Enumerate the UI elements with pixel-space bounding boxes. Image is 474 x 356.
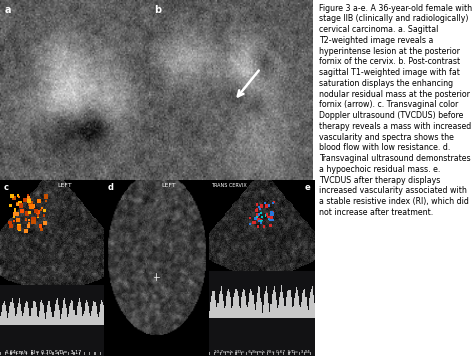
Text: 10.7cm/s  ED=   6.8cm/s  RI= 0.67  S/D=  3.04: 10.7cm/s ED= 6.8cm/s RI= 0.67 S/D= 3.04	[214, 350, 310, 354]
Text: a: a	[4, 5, 11, 15]
Text: TRANS CERVIX: TRANS CERVIX	[210, 183, 246, 188]
Text: LEFT: LEFT	[162, 183, 176, 188]
Text: b: b	[154, 5, 161, 15]
Text: LEFT: LEFT	[57, 183, 72, 188]
Text: d: d	[108, 183, 113, 192]
Text: Figure 3 a-e. A 36-year-old female with stage IIB (clinically and radiologically: Figure 3 a-e. A 36-year-old female with …	[319, 4, 472, 217]
Text: e: e	[305, 183, 310, 192]
Text: c: c	[3, 183, 8, 192]
Text: 4.64cm/s  RI= 0.70  S/D=  3.17: 4.64cm/s RI= 0.70 S/D= 3.17	[5, 349, 82, 354]
